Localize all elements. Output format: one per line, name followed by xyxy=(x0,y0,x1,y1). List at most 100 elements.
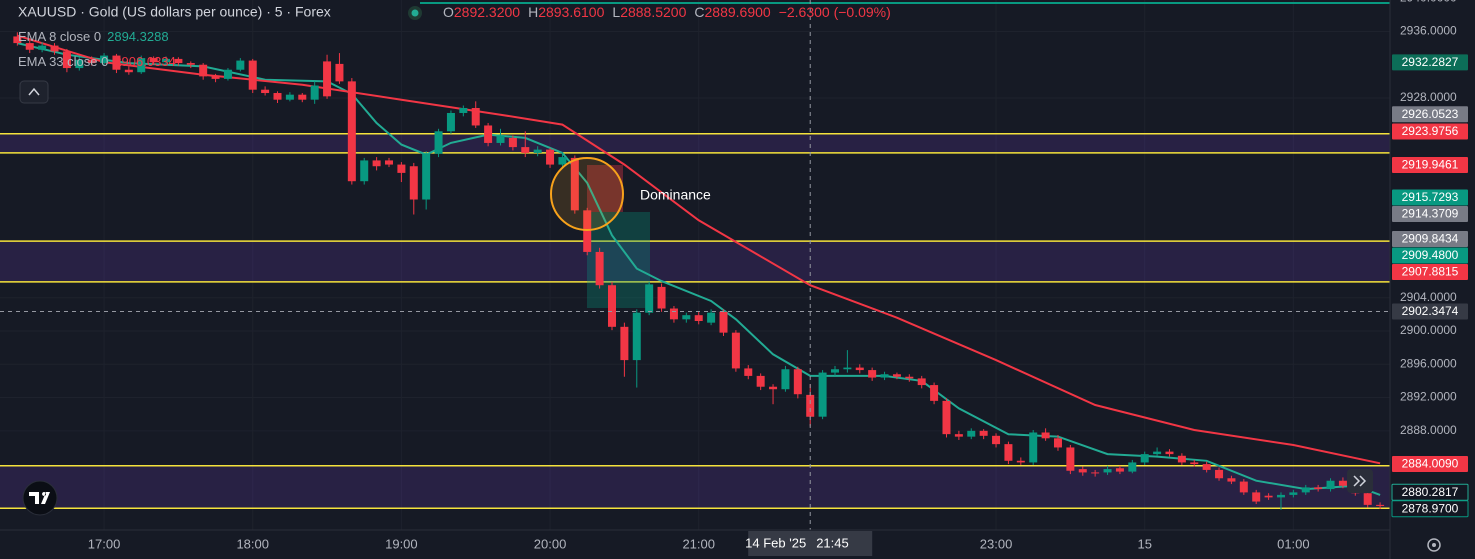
candle-body xyxy=(917,378,926,386)
zone xyxy=(0,241,1390,282)
candle-body xyxy=(38,45,47,50)
candle-body xyxy=(855,367,864,371)
candle-body xyxy=(1190,462,1199,465)
candle-body xyxy=(942,400,951,435)
candle-body xyxy=(162,58,171,63)
candle-body xyxy=(100,55,109,64)
overlay: Dominance xyxy=(0,0,1390,530)
crosshair-time: 21:45 xyxy=(816,535,849,550)
candle-body xyxy=(521,147,530,153)
ohlc-key: H xyxy=(528,4,538,20)
ohlc-value: 2893.6100 xyxy=(538,4,604,20)
x-tick-label: 17:00 xyxy=(88,536,121,551)
price-tag-box xyxy=(1392,123,1468,140)
price-tag: 2909.4800 xyxy=(1402,248,1459,262)
ohlc-value: 2892.3200 xyxy=(454,4,520,20)
scroll-icon xyxy=(1353,475,1367,487)
candle-body xyxy=(1041,432,1050,439)
candle-body xyxy=(558,157,567,165)
candle-body xyxy=(1239,481,1248,493)
logo[interactable] xyxy=(22,480,58,516)
legend-name: EMA 33 close 0 xyxy=(18,54,108,69)
candle-body xyxy=(223,69,232,79)
candle-body xyxy=(806,394,815,417)
candle-body xyxy=(930,385,939,401)
candle-body xyxy=(954,434,963,437)
price-tag: 2878.9700 xyxy=(1402,501,1459,515)
ema-line xyxy=(17,42,1381,496)
price-tag-box xyxy=(1392,106,1468,123)
candle-body xyxy=(793,369,802,395)
candle-body xyxy=(372,160,381,167)
candle-body xyxy=(744,368,753,376)
legend-name: EMA 8 close 0 xyxy=(18,29,101,44)
candle-body xyxy=(62,51,71,69)
price-tag: 2914.3709 xyxy=(1402,207,1459,221)
price-tag-box xyxy=(1392,264,1468,281)
candle-body xyxy=(360,160,369,182)
candle-body xyxy=(967,430,976,437)
candle-body xyxy=(892,374,901,377)
candle-body xyxy=(211,76,220,79)
candle-body xyxy=(1053,438,1062,448)
price-tag-box xyxy=(1392,157,1468,174)
candle-body xyxy=(756,375,765,387)
candle-body xyxy=(397,164,406,173)
price-tag: 2923.9756 xyxy=(1402,124,1459,138)
candle-body xyxy=(87,59,96,64)
symbol-title: XAUUSD · Gold (US dollars per ounce) · 5… xyxy=(18,4,331,20)
legend-value: 2906.0334 xyxy=(114,54,175,69)
y-tick-label: 2904.0000 xyxy=(1400,290,1457,304)
candle-body xyxy=(607,285,616,327)
y-tick-label: 2936.0000 xyxy=(1400,24,1457,38)
candle-body xyxy=(731,332,740,369)
candle-body xyxy=(137,58,146,73)
candle-body xyxy=(843,367,852,370)
candle-body xyxy=(186,63,195,65)
price-tag: 2907.8815 xyxy=(1402,265,1459,279)
candle-body xyxy=(409,166,418,200)
price-tag: 2926.0523 xyxy=(1402,107,1459,121)
candle-body xyxy=(533,149,542,153)
candle-body xyxy=(1078,469,1087,473)
candle-body xyxy=(236,60,245,70)
ohlc-key: O xyxy=(443,4,454,20)
candle-body xyxy=(1029,432,1038,463)
x-tick-label: 15 xyxy=(1137,536,1151,551)
time-axis-bg xyxy=(0,530,1390,559)
candle-body xyxy=(818,372,827,417)
crosshair-date: 14 Feb '25 xyxy=(745,535,806,550)
candle-body xyxy=(546,149,555,165)
candle-body xyxy=(979,430,988,436)
candle-body xyxy=(434,131,443,154)
candle-body xyxy=(422,153,431,200)
price-tag-box xyxy=(1392,189,1468,206)
ohlc-value: 2889.6900 xyxy=(705,4,771,20)
highlight-circle xyxy=(550,157,624,231)
candle-body xyxy=(1091,472,1100,474)
candle-body xyxy=(496,135,505,143)
candle-body xyxy=(471,107,480,126)
candle-body xyxy=(1153,451,1162,455)
candle-body xyxy=(880,374,889,378)
zones xyxy=(0,133,1390,509)
candle-body xyxy=(285,94,294,100)
legend: XAUUSD · Gold (US dollars per ounce) · 5… xyxy=(18,4,891,104)
candle-body xyxy=(248,60,257,90)
candle-body xyxy=(1301,487,1310,493)
candle-body xyxy=(508,137,517,148)
candle-body xyxy=(1326,480,1335,490)
ohlc-key: C xyxy=(694,4,704,20)
settings-icon[interactable] xyxy=(1427,538,1441,552)
ohlc-change: −2.6300 (−0.09%) xyxy=(779,4,891,20)
candle-body xyxy=(595,251,604,286)
candle-body xyxy=(905,376,914,379)
collapse-button[interactable] xyxy=(19,80,49,104)
candle-body xyxy=(335,63,344,82)
candle-body xyxy=(149,58,158,63)
price-tag-box xyxy=(1392,231,1468,248)
candle-body xyxy=(484,125,493,143)
candle-body xyxy=(682,315,691,320)
candle-body xyxy=(112,55,121,70)
price-tag: 2880.2817 xyxy=(1402,485,1459,499)
